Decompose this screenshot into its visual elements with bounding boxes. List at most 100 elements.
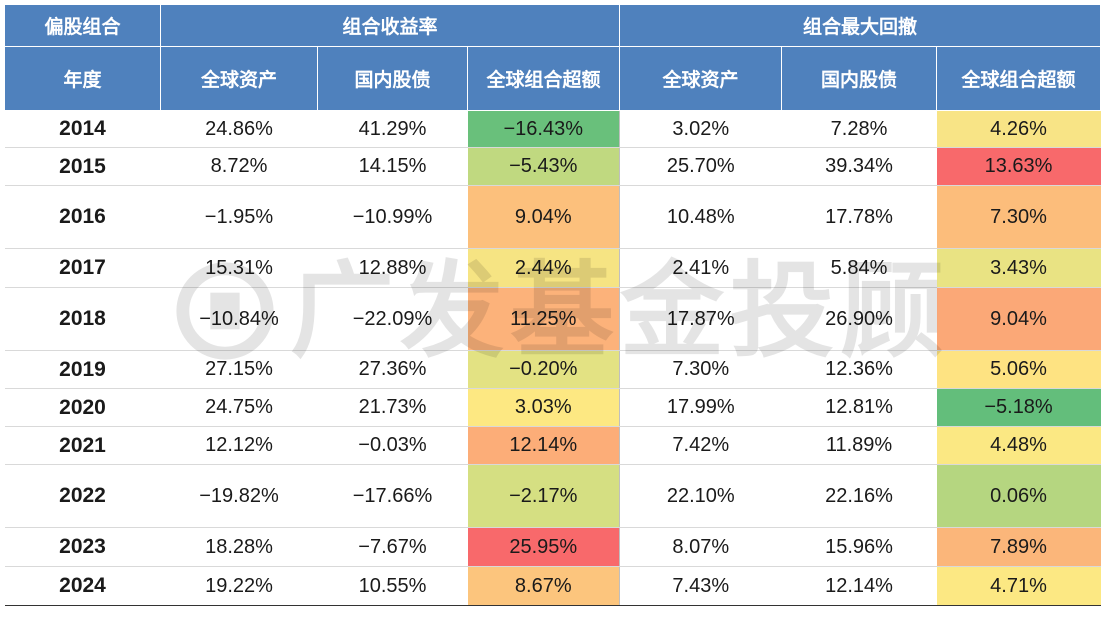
value-cell: 10.55%	[317, 566, 468, 606]
corner-header: 偏股组合	[4, 4, 161, 47]
excess-cell: 3.03%	[467, 388, 621, 427]
excess-cell: −5.18%	[936, 388, 1101, 427]
value-cell: 7.30%	[619, 350, 782, 389]
column-header: 全球组合超额	[936, 46, 1102, 111]
value-cell: 2.41%	[619, 248, 782, 288]
column-header: 全球资产	[160, 46, 318, 111]
year-cell: 2024	[4, 566, 161, 606]
year-header: 年度	[4, 46, 161, 111]
value-cell: 12.12%	[160, 426, 318, 465]
year-cell: 2023	[4, 527, 161, 567]
table-row: 2024 19.22% 10.55% 8.67% 7.43% 12.14% 4.71%	[4, 566, 1101, 606]
value-cell: 41.29%	[317, 110, 468, 148]
value-cell: 7.28%	[781, 110, 937, 148]
excess-cell: 7.30%	[936, 185, 1101, 249]
column-header: 国内股债	[317, 46, 468, 111]
value-cell: 25.70%	[619, 147, 782, 186]
excess-cell: 4.48%	[936, 426, 1101, 465]
excess-cell: 11.25%	[467, 287, 621, 351]
column-header: 全球组合超额	[466, 46, 621, 111]
value-cell: 24.86%	[160, 110, 318, 148]
excess-cell: 4.26%	[936, 110, 1101, 148]
value-cell: 12.88%	[317, 248, 468, 288]
header-row-columns: 年度 全球资产 国内股债 全球组合超额 全球资产 国内股债 全球组合超额	[4, 46, 1102, 111]
value-cell: 21.73%	[317, 388, 468, 427]
table-row: 2015 8.72% 14.15% −5.43% 25.70% 39.34% 13.63%	[4, 147, 1101, 186]
table-row: 2016 −1.95% −10.99% 9.04% 10.48% 17.78% 7.30%	[4, 185, 1101, 249]
excess-cell: −5.43%	[467, 147, 621, 186]
value-cell: 10.48%	[619, 185, 782, 249]
table-body: 2014 24.86% 41.29% −16.43% 3.02% 7.28% 4.26% 20…	[4, 110, 1101, 606]
excess-cell: 0.06%	[936, 464, 1101, 528]
value-cell: 7.42%	[619, 426, 782, 465]
column-header: 国内股债	[781, 46, 938, 111]
year-cell: 2020	[4, 388, 161, 427]
value-cell: 24.75%	[160, 388, 318, 427]
excess-cell: 5.06%	[936, 350, 1101, 389]
value-cell: 22.16%	[781, 464, 937, 528]
table-row: 2022 −19.82% −17.66% −2.17% 22.10% 22.16% 0.06…	[4, 464, 1101, 528]
excess-cell: 12.14%	[467, 426, 621, 465]
value-cell: −19.82%	[160, 464, 318, 528]
value-cell: −22.09%	[317, 287, 468, 351]
table-row: 2014 24.86% 41.29% −16.43% 3.02% 7.28% 4.26%	[4, 110, 1101, 148]
table-row: 2021 12.12% −0.03% 12.14% 7.42% 11.89% 4.48%	[4, 426, 1101, 465]
value-cell: −0.03%	[317, 426, 468, 465]
column-header: 全球资产	[619, 46, 783, 111]
excess-cell: 3.43%	[936, 248, 1101, 288]
table-row: 2020 24.75% 21.73% 3.03% 17.99% 12.81% −5.18%	[4, 388, 1101, 427]
value-cell: 7.43%	[619, 566, 782, 606]
excess-cell: 2.44%	[467, 248, 621, 288]
excess-cell: −16.43%	[467, 110, 621, 148]
value-cell: 27.36%	[317, 350, 468, 389]
excess-cell: 13.63%	[936, 147, 1101, 186]
value-cell: −7.67%	[317, 527, 468, 567]
value-cell: 22.10%	[619, 464, 782, 528]
year-cell: 2017	[4, 248, 161, 288]
year-cell: 2015	[4, 147, 161, 186]
group-header-drawdown: 组合最大回撤	[619, 4, 1102, 47]
header-row-groups: 偏股组合 组合收益率 组合最大回撤	[4, 4, 1102, 47]
value-cell: −10.84%	[160, 287, 318, 351]
value-cell: 5.84%	[781, 248, 937, 288]
excess-cell: 25.95%	[467, 527, 621, 567]
year-cell: 2016	[4, 185, 161, 249]
value-cell: 12.36%	[781, 350, 937, 389]
value-cell: −17.66%	[317, 464, 468, 528]
value-cell: −1.95%	[160, 185, 318, 249]
value-cell: 17.87%	[619, 287, 782, 351]
table-header: 偏股组合 组合收益率 组合最大回撤 年度 全球资产 国内股债 全球组合超额 全球…	[4, 4, 1102, 111]
value-cell: 8.72%	[160, 147, 318, 186]
table-row: 2018 −10.84% −22.09% 11.25% 17.87% 26.90% 9.04…	[4, 287, 1101, 351]
group-header-return: 组合收益率	[159, 4, 621, 47]
year-cell: 2019	[4, 350, 161, 389]
value-cell: 19.22%	[160, 566, 318, 606]
table-row: 2017 15.31% 12.88% 2.44% 2.41% 5.84% 3.43%	[4, 248, 1101, 288]
value-cell: 27.15%	[160, 350, 318, 389]
excess-cell: 4.71%	[936, 566, 1101, 606]
year-cell: 2021	[4, 426, 161, 465]
value-cell: 17.99%	[619, 388, 782, 427]
value-cell: −10.99%	[317, 185, 468, 249]
value-cell: 11.89%	[781, 426, 937, 465]
value-cell: 14.15%	[317, 147, 468, 186]
excess-cell: −2.17%	[467, 464, 621, 528]
value-cell: 12.81%	[781, 388, 937, 427]
excess-cell: 7.89%	[936, 527, 1101, 567]
value-cell: 15.96%	[781, 527, 937, 567]
value-cell: 15.31%	[160, 248, 318, 288]
excess-cell: 8.67%	[467, 566, 621, 606]
table-row: 2023 18.28% −7.67% 25.95% 8.07% 15.96% 7.89%	[4, 527, 1101, 567]
year-cell: 2022	[4, 464, 161, 528]
excess-cell: 9.04%	[936, 287, 1101, 351]
value-cell: 17.78%	[781, 185, 937, 249]
value-cell: 3.02%	[619, 110, 782, 148]
value-cell: 39.34%	[781, 147, 937, 186]
year-cell: 2014	[4, 110, 161, 148]
value-cell: 12.14%	[781, 566, 937, 606]
value-cell: 18.28%	[160, 527, 318, 567]
value-cell: 8.07%	[619, 527, 782, 567]
table-row: 2019 27.15% 27.36% −0.20% 7.30% 12.36% 5.06%	[4, 350, 1101, 389]
value-cell: 26.90%	[781, 287, 937, 351]
excess-cell: 9.04%	[467, 185, 621, 249]
